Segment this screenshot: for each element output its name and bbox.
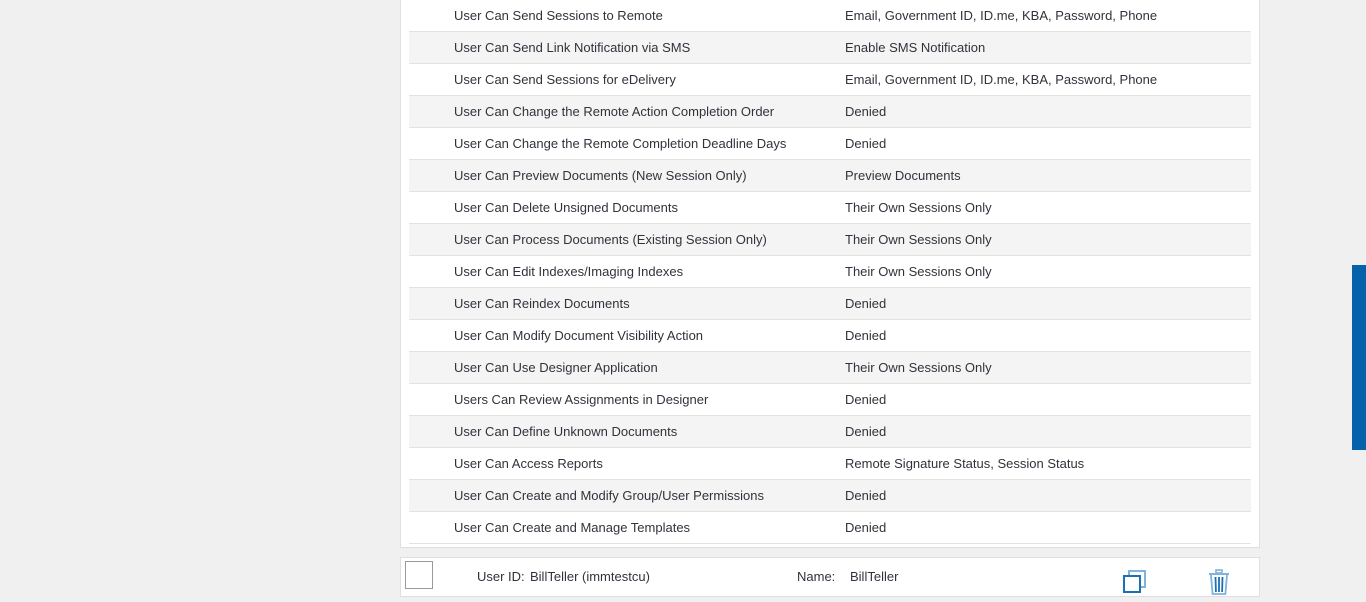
- permission-row[interactable]: User Can Preview Documents (New Session …: [409, 160, 1251, 192]
- permission-name-cell: User Can Delete Unsigned Documents: [409, 192, 844, 224]
- permission-value-cell: Their Own Sessions Only: [844, 192, 1251, 224]
- user-id-value: BillTeller (immtestcu): [530, 568, 650, 586]
- permission-row[interactable]: User Can Process Documents (Existing Ses…: [409, 224, 1251, 256]
- permission-row[interactable]: User Can Modify Document Visibility Acti…: [409, 320, 1251, 352]
- permission-value-cell: Their Own Sessions Only: [844, 352, 1251, 384]
- permission-name-cell: User Can Change the Remote Completion De…: [409, 128, 844, 160]
- permission-value-cell: Denied: [844, 384, 1251, 416]
- permission-row[interactable]: User Can Create and Modify Group/User Pe…: [409, 480, 1251, 512]
- permission-name-cell: User Can Reindex Documents: [409, 288, 844, 320]
- permission-name-cell: Users Can Review Assignments in Designer: [409, 384, 844, 416]
- copy-icon[interactable]: [1120, 567, 1150, 597]
- permission-value-cell: Denied: [844, 512, 1251, 544]
- permission-name-cell: User Can Create and Modify Group/User Pe…: [409, 480, 844, 512]
- name-label: Name:: [797, 568, 835, 586]
- permission-row[interactable]: Users Can Review Assignments in Designer…: [409, 384, 1251, 416]
- permission-value-cell: Denied: [844, 416, 1251, 448]
- permission-name-cell: User Can Modify Document Visibility Acti…: [409, 320, 844, 352]
- permission-name-cell: User Can Define Unknown Documents: [409, 416, 844, 448]
- permission-name-cell: User Can Create and Manage Templates: [409, 512, 844, 544]
- permission-row[interactable]: User Can Change the Remote Completion De…: [409, 128, 1251, 160]
- user-select-checkbox[interactable]: [405, 561, 433, 589]
- permission-name-cell: User Can Access Reports: [409, 448, 844, 480]
- name-value: BillTeller: [850, 568, 898, 586]
- user-id-label: User ID:: [477, 568, 525, 586]
- permission-name-cell: User Can Process Documents (Existing Ses…: [409, 224, 844, 256]
- permission-row[interactable]: User Can Change the Remote Action Comple…: [409, 96, 1251, 128]
- permission-name-cell: User Can Send Sessions for eDelivery: [409, 64, 844, 96]
- permission-value-cell: Denied: [844, 96, 1251, 128]
- permission-value-cell: Enable SMS Notification: [844, 32, 1251, 64]
- permission-value-cell: Their Own Sessions Only: [844, 224, 1251, 256]
- permission-value-cell: Preview Documents: [844, 160, 1251, 192]
- permission-value-cell: Email, Government ID, ID.me, KBA, Passwo…: [844, 0, 1251, 32]
- permission-name-cell: User Can Send Sessions to Remote: [409, 0, 844, 32]
- permission-name-cell: User Can Use Designer Application: [409, 352, 844, 384]
- permission-name-cell: User Can Send Link Notification via SMS: [409, 32, 844, 64]
- permission-value-cell: Denied: [844, 288, 1251, 320]
- trash-icon[interactable]: [1204, 567, 1234, 597]
- permission-value-cell: Email, Government ID, ID.me, KBA, Passwo…: [844, 64, 1251, 96]
- permission-value-cell: Their Own Sessions Only: [844, 256, 1251, 288]
- permission-value-cell: Denied: [844, 320, 1251, 352]
- page-scrollbar-thumb[interactable]: [1352, 265, 1366, 450]
- permission-value-cell: Remote Signature Status, Session Status: [844, 448, 1251, 480]
- permission-value-cell: Denied: [844, 480, 1251, 512]
- permission-value-cell: Denied: [844, 128, 1251, 160]
- user-row-bar[interactable]: User ID: BillTeller (immtestcu) Name: Bi…: [400, 557, 1260, 597]
- permission-name-cell: User Can Edit Indexes/Imaging Indexes: [409, 256, 844, 288]
- permission-name-cell: User Can Change the Remote Action Comple…: [409, 96, 844, 128]
- page-scrollbar-track[interactable]: [1352, 0, 1366, 589]
- permission-name-cell: User Can Preview Documents (New Session …: [409, 160, 844, 192]
